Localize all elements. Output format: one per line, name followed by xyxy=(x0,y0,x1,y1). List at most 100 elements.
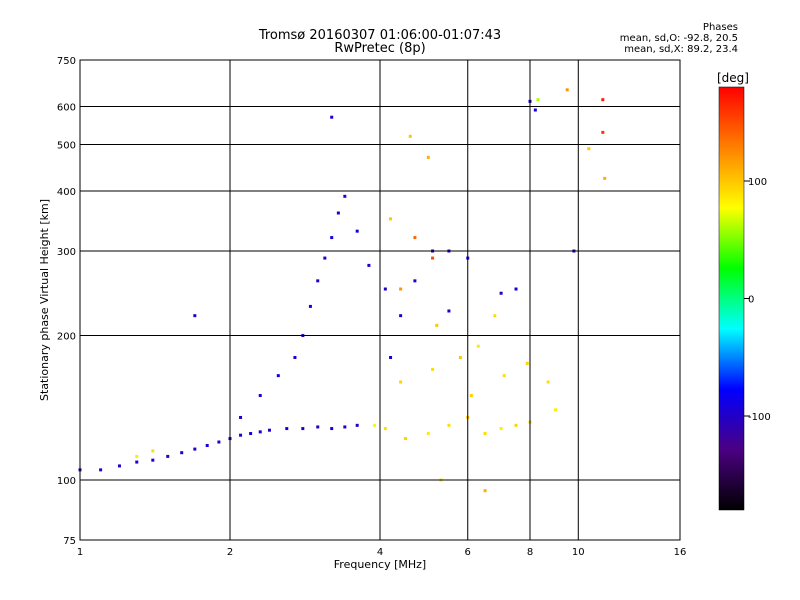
echo-point xyxy=(258,430,262,434)
echo-point xyxy=(431,256,435,260)
echo-point xyxy=(276,374,280,378)
echo-point xyxy=(601,98,605,102)
echo-point xyxy=(458,355,462,359)
y-tick-label: 200 xyxy=(57,332,76,343)
echo-point xyxy=(514,423,518,427)
y-axis-label: Stationary phase Virtual Height [km] xyxy=(38,199,51,401)
x-tick-label: 8 xyxy=(527,547,533,558)
echo-point xyxy=(193,447,197,451)
echo-point xyxy=(587,147,591,151)
echo-point xyxy=(308,304,312,308)
y-tick-label: 600 xyxy=(57,103,76,114)
stats-line-x: mean, sd,X: 89.2, 23.4 xyxy=(624,44,738,55)
echo-point xyxy=(603,176,607,180)
x-tick-label: 2 xyxy=(227,547,233,558)
stats-heading: Phases xyxy=(702,22,738,33)
echo-point xyxy=(565,88,569,92)
echo-point xyxy=(546,380,550,384)
y-tick-label: 100 xyxy=(57,476,76,487)
x-tick-label: 16 xyxy=(674,547,687,558)
echo-point xyxy=(502,374,506,378)
echo-point xyxy=(426,155,430,159)
colorbar-tick-label: 0 xyxy=(748,295,754,306)
echo-point xyxy=(316,279,320,283)
echo-point xyxy=(323,256,327,260)
echo-point xyxy=(293,355,297,359)
echo-point xyxy=(389,217,393,221)
echo-point xyxy=(151,458,155,462)
echo-point xyxy=(355,229,359,233)
echo-point xyxy=(447,309,451,313)
echo-point xyxy=(469,394,473,398)
echo-point xyxy=(217,440,221,444)
echo-point xyxy=(499,291,503,295)
y-tick-label: 300 xyxy=(57,247,76,258)
echo-point xyxy=(285,427,289,431)
chart-subtitle: RwPretec (8p) xyxy=(334,41,426,56)
echo-point xyxy=(426,432,430,436)
colorbar xyxy=(718,86,745,511)
x-tick-label: 4 xyxy=(377,547,383,558)
echo-point xyxy=(483,489,487,493)
echo-point xyxy=(533,108,537,112)
echo-point xyxy=(493,314,497,318)
echo-point xyxy=(601,130,605,134)
echo-point xyxy=(413,236,417,240)
echo-point xyxy=(239,415,243,419)
stats-line-o: mean, sd,O: -92.8, 20.5 xyxy=(619,33,738,44)
echo-point xyxy=(435,323,439,327)
echo-point xyxy=(499,427,503,431)
echo-point xyxy=(389,355,393,359)
echo-point xyxy=(193,314,197,318)
echo-point xyxy=(383,287,387,291)
echo-point xyxy=(447,423,451,427)
colorbar-tick-label: -100 xyxy=(748,412,771,423)
y-tick-label: 750 xyxy=(57,56,76,67)
colorbar-ticks: 100 0 -100 xyxy=(744,177,771,423)
echo-point xyxy=(316,425,320,429)
grid-layer xyxy=(80,60,680,540)
echo-point xyxy=(166,454,170,458)
echo-point xyxy=(431,367,435,371)
echo-point xyxy=(301,427,305,431)
echo-point xyxy=(135,454,139,458)
echo-point xyxy=(117,464,121,468)
echo-point xyxy=(476,344,480,348)
echo-point xyxy=(403,437,407,441)
echo-point xyxy=(553,408,557,412)
echo-point xyxy=(413,279,417,283)
echo-point xyxy=(343,194,347,198)
points-layer xyxy=(78,88,607,493)
echo-point xyxy=(408,134,412,138)
echo-point xyxy=(99,468,103,472)
echo-point xyxy=(258,394,262,398)
x-tick-label: 6 xyxy=(465,547,471,558)
echo-point xyxy=(514,287,518,291)
echo-point xyxy=(330,115,334,119)
echo-point xyxy=(151,449,155,453)
y-tick-label: 500 xyxy=(57,141,76,152)
x-axis-label: Frequency [MHz] xyxy=(334,558,426,571)
echo-point xyxy=(239,433,243,437)
x-tick-label: 1 xyxy=(77,547,83,558)
colorbar-tick-label: 100 xyxy=(748,177,767,188)
echo-point xyxy=(267,428,271,432)
chart-title: Tromsø 20160307 01:06:00-01:07:43 xyxy=(258,28,502,43)
echo-point xyxy=(367,263,371,267)
echo-point xyxy=(399,287,403,291)
tick-layer: 1 2 4 6 8 10 16 75 100 200 300 400 500 600 750 xyxy=(57,56,686,558)
echo-point xyxy=(536,98,540,102)
echo-point xyxy=(343,425,347,429)
colorbar-label: [deg] xyxy=(717,71,749,85)
echo-point xyxy=(180,451,184,455)
echo-point xyxy=(336,211,340,215)
echo-point xyxy=(483,432,487,436)
y-tick-label: 400 xyxy=(57,187,76,198)
echo-point xyxy=(399,314,403,318)
echo-point xyxy=(383,427,387,431)
echo-point xyxy=(525,361,529,365)
echo-point xyxy=(373,423,377,427)
echo-point xyxy=(249,432,253,436)
echo-point xyxy=(355,423,359,427)
